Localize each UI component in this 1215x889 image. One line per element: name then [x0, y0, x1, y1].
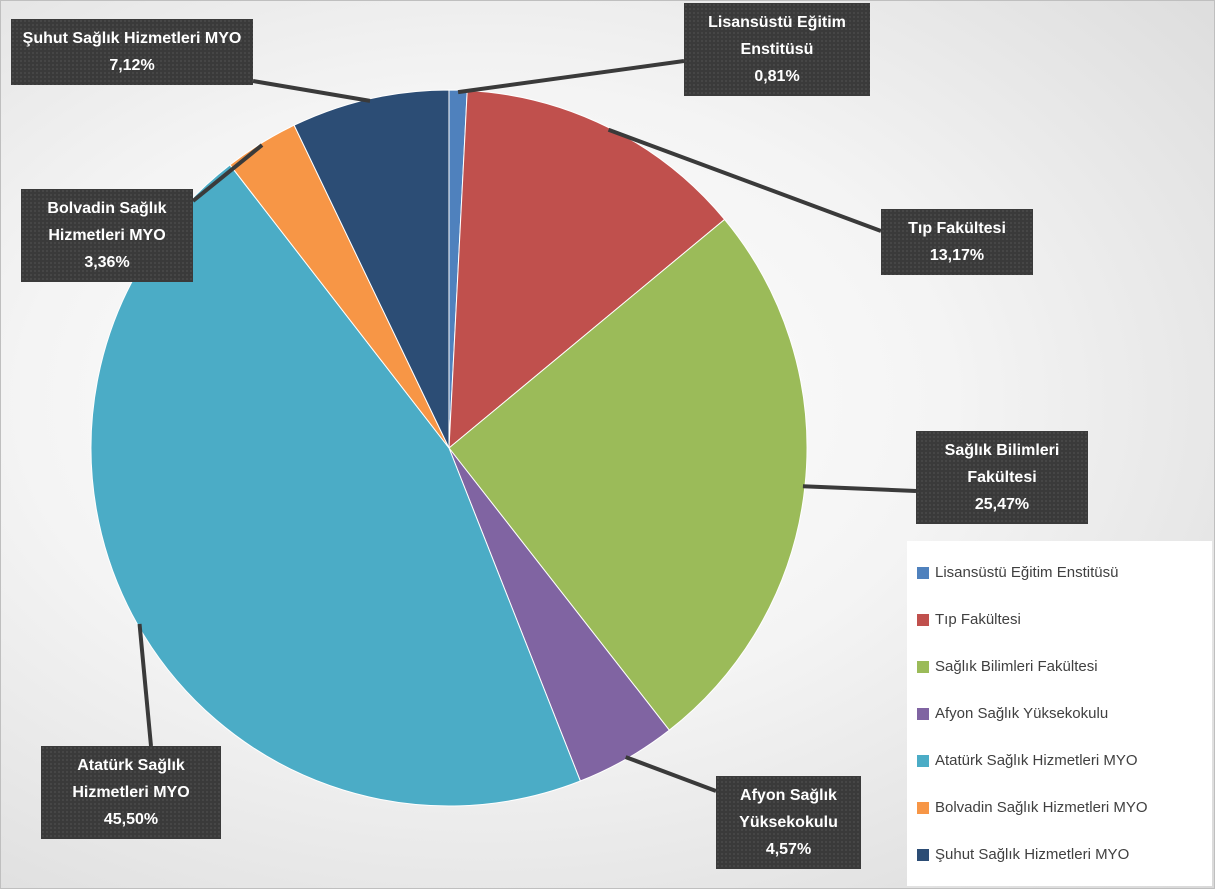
- legend-marker: [917, 707, 929, 720]
- legend-marker: [917, 613, 929, 626]
- legend-marker: [917, 848, 929, 861]
- data-label-name: Sağlık Bilimleri Fakültesi: [944, 442, 1060, 486]
- leader-line: [457, 59, 685, 95]
- data-label: Şuhut Sağlık Hizmetleri MYO 7,12%: [11, 19, 253, 85]
- leader-line: [624, 755, 717, 793]
- data-label: Afyon Sağlık Yüksekokulu 4,57%: [716, 776, 861, 869]
- legend-marker: [917, 754, 929, 767]
- legend-label: Afyon Sağlık Yüksekokulu: [935, 705, 1109, 722]
- data-label-value: 25,47%: [974, 496, 1030, 513]
- legend-label: Atatürk Sağlık Hizmetleri MYO: [935, 752, 1138, 769]
- legend-label: Sağlık Bilimleri Fakültesi: [935, 658, 1098, 675]
- data-label-name: Atatürk Sağlık Hizmetleri MYO: [72, 757, 190, 801]
- data-label-value: 7,12%: [109, 57, 155, 74]
- data-label-name: Lisansüstü Eğitim Enstitüsü: [708, 14, 846, 58]
- legend-item: Tıp Fakültesi: [917, 596, 1202, 643]
- legend-marker: [917, 660, 929, 673]
- leader-line: [252, 79, 371, 103]
- data-label-value: 3,36%: [84, 254, 130, 271]
- legend-marker: [917, 566, 929, 579]
- legend-label: Tıp Fakültesi: [935, 611, 1021, 628]
- legend-item: Atatürk Sağlık Hizmetleri MYO: [917, 737, 1202, 784]
- data-label: Lisansüstü Eğitim Enstitüsü 0,81%: [684, 3, 870, 96]
- legend-label: Şuhut Sağlık Hizmetleri MYO: [935, 846, 1130, 863]
- data-label-value: 4,57%: [765, 841, 812, 858]
- leader-line: [191, 143, 264, 203]
- data-label-name: Afyon Sağlık Yüksekokulu: [739, 787, 838, 831]
- leader-line: [802, 484, 917, 493]
- legend: Lisansüstü Eğitim Enstitüsü Tıp Fakültesi…: [907, 541, 1212, 886]
- data-label: Bolvadin Sağlık Hizmetleri MYO 3,36%: [21, 189, 193, 282]
- legend-label: Lisansüstü Eğitim Enstitüsü: [935, 564, 1119, 581]
- leader-line: [607, 127, 882, 233]
- data-label-value: 13,17%: [929, 247, 985, 264]
- legend-item: Sağlık Bilimleri Fakültesi: [917, 643, 1202, 690]
- legend-item: Afyon Sağlık Yüksekokulu: [917, 690, 1202, 737]
- data-label: Sağlık Bilimleri Fakültesi 25,47%: [916, 431, 1088, 524]
- data-label: Tıp Fakültesi 13,17%: [881, 209, 1033, 275]
- data-label-value: 45,50%: [103, 811, 159, 828]
- legend-item: Lisansüstü Eğitim Enstitüsü: [917, 549, 1202, 596]
- legend-item: Bolvadin Sağlık Hizmetleri MYO: [917, 784, 1202, 831]
- data-label-name: Tıp Fakültesi: [908, 220, 1006, 237]
- data-label-name: Bolvadin Sağlık Hizmetleri MYO: [47, 200, 167, 244]
- leader-line: [137, 623, 153, 747]
- legend-item: Şuhut Sağlık Hizmetleri MYO: [917, 831, 1202, 878]
- data-label-name: Şuhut Sağlık Hizmetleri MYO: [22, 30, 242, 47]
- legend-label: Bolvadin Sağlık Hizmetleri MYO: [935, 799, 1148, 816]
- data-label-value: 0,81%: [754, 68, 800, 85]
- legend-marker: [917, 801, 929, 814]
- data-label: Atatürk Sağlık Hizmetleri MYO 45,50%: [41, 746, 221, 839]
